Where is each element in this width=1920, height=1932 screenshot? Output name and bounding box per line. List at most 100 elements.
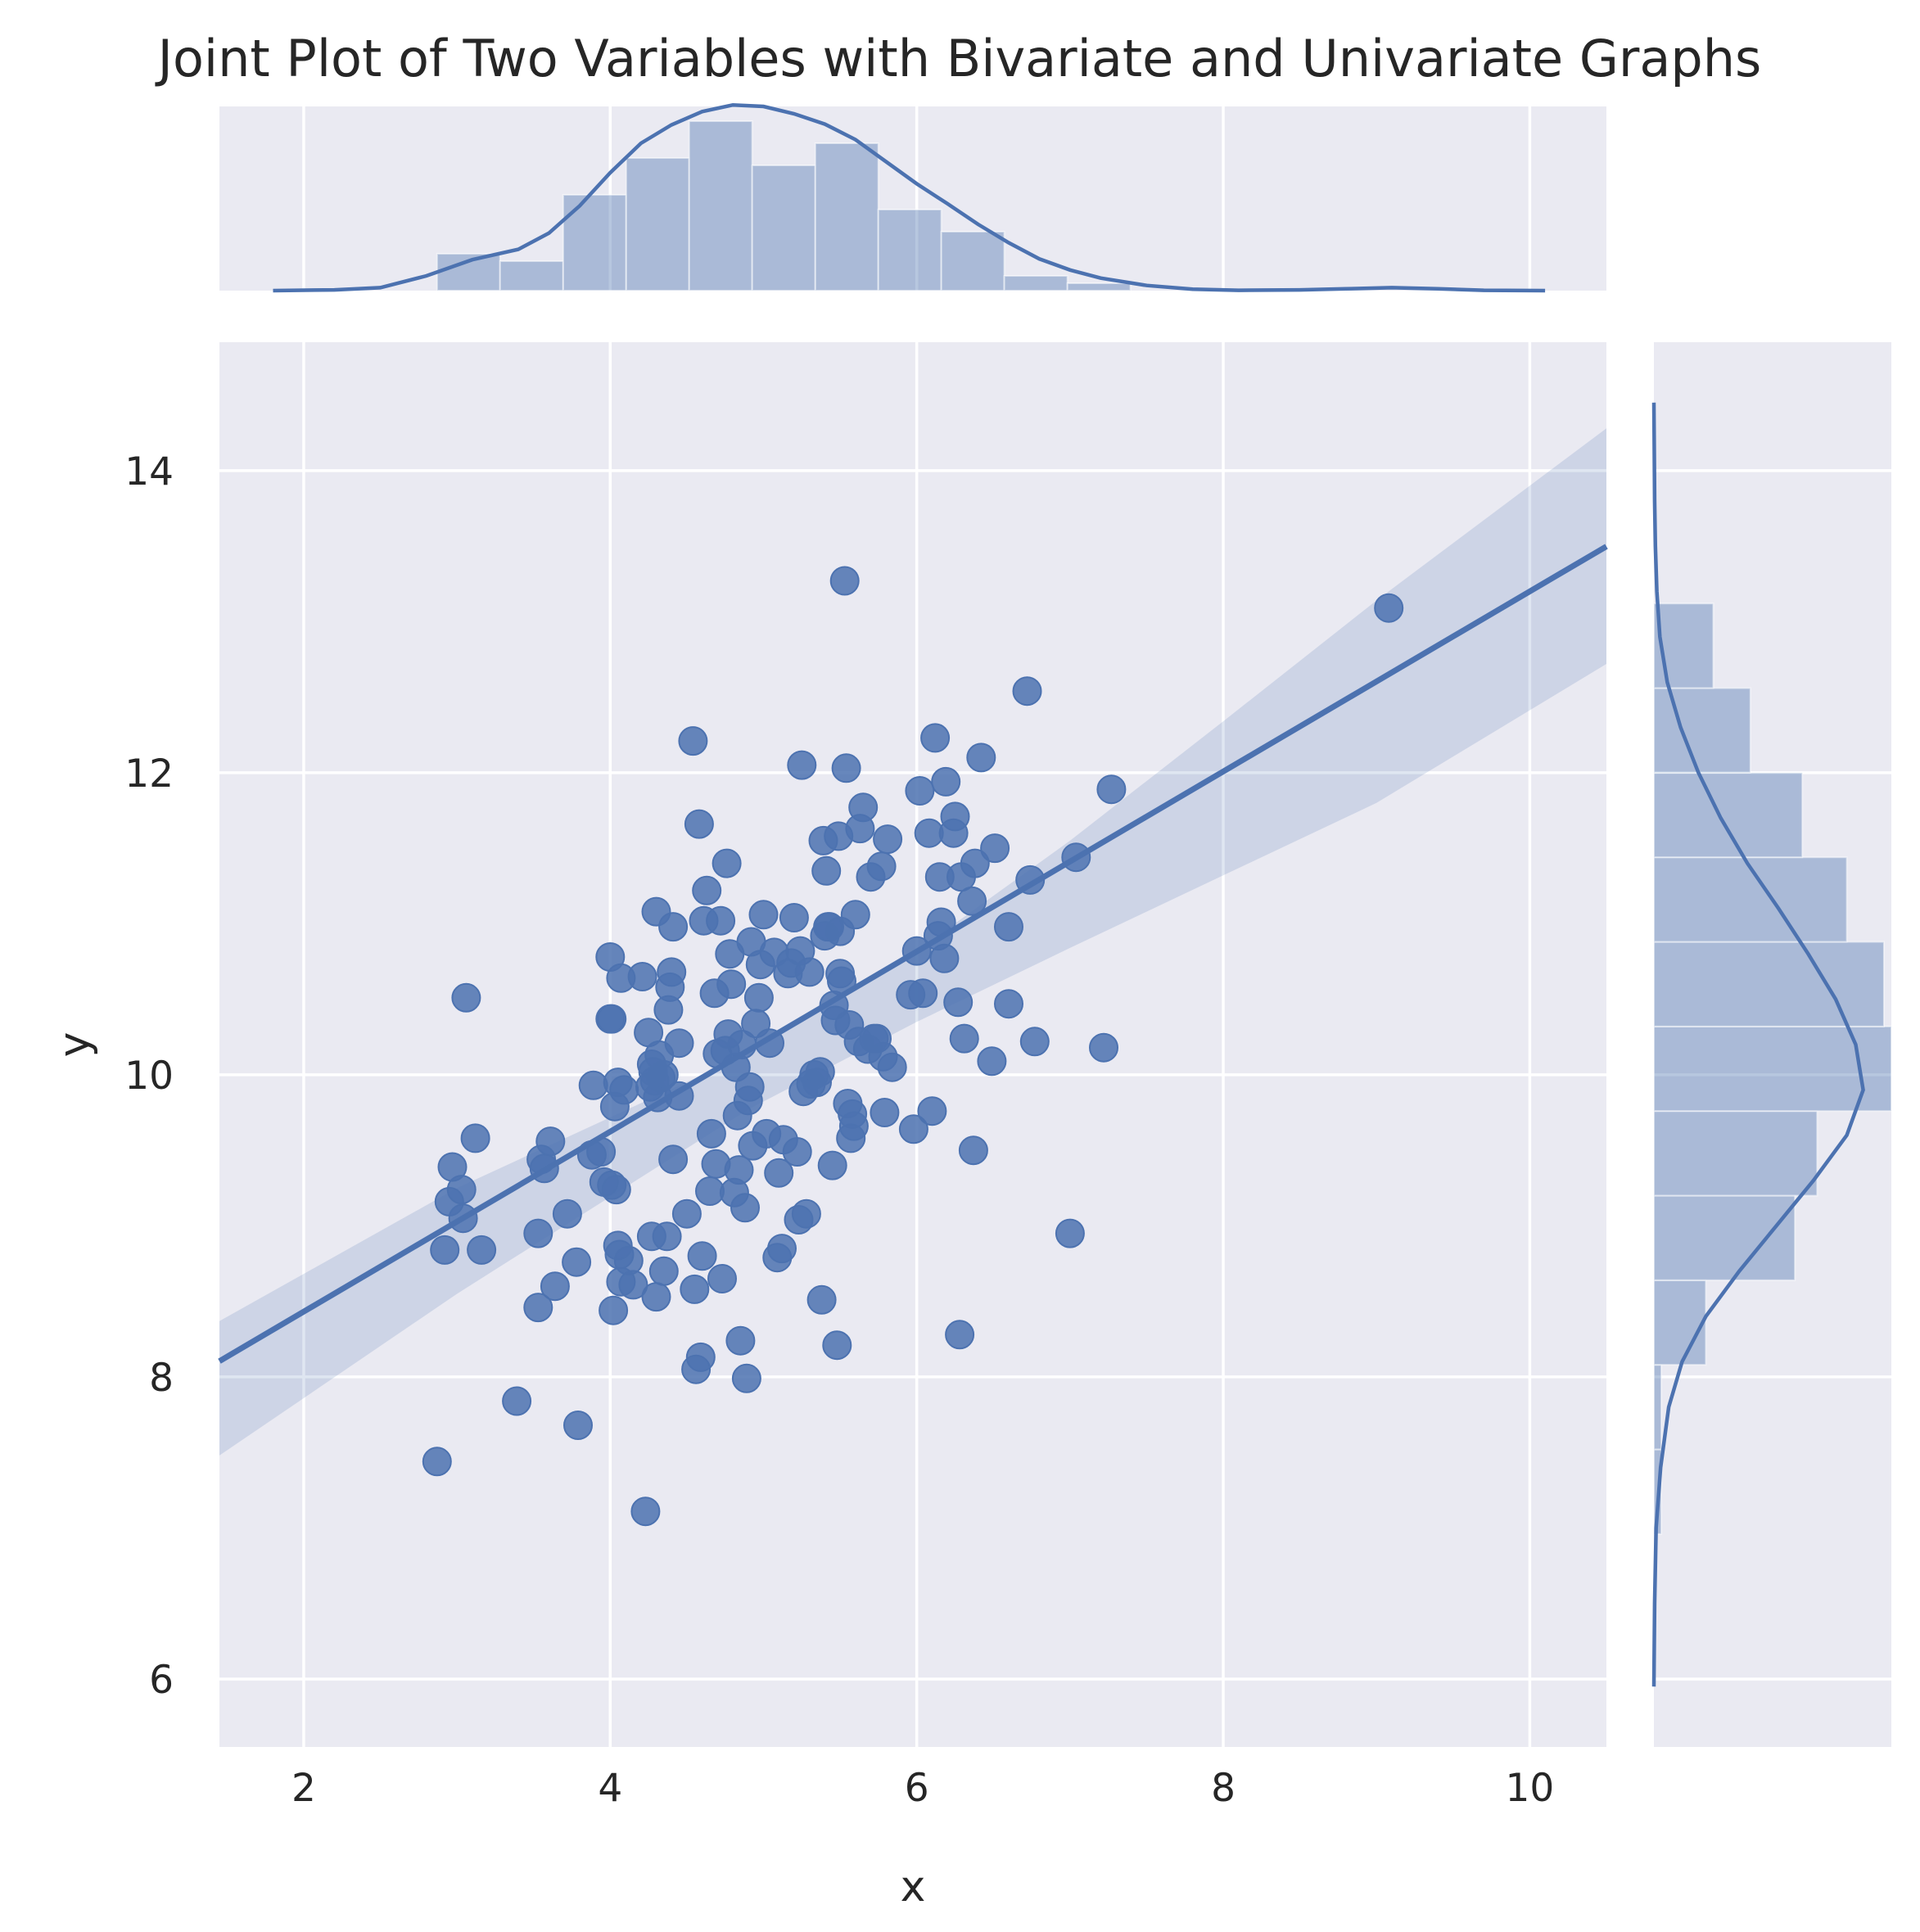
y-marginal-grid: [1654, 469, 1891, 1681]
x-histogram-bar: [499, 260, 564, 291]
y-tick-label: 8: [149, 1356, 174, 1401]
scatter-point: [734, 1072, 765, 1102]
scatter-point: [716, 969, 747, 1000]
y-tick-label: 6: [149, 1658, 174, 1703]
y-histogram-bar: [1653, 603, 1714, 689]
scatter-point: [805, 1057, 835, 1087]
y-marginal-background: [1654, 342, 1891, 1747]
x-histogram-bar: [688, 120, 753, 291]
scatter-point: [664, 1028, 694, 1059]
scatter-point: [680, 1274, 710, 1304]
scatter-point: [451, 982, 481, 1013]
scatter-point: [609, 1075, 639, 1105]
scatter-point: [1055, 1218, 1085, 1248]
scatter-point: [692, 875, 722, 905]
confidence-band: [219, 428, 1606, 1456]
scatter-point: [949, 1023, 979, 1054]
x-tick-label: 4: [598, 1766, 622, 1811]
scatter-point: [724, 1155, 754, 1185]
scatter-point: [1019, 1027, 1050, 1057]
scatter-point: [782, 1137, 812, 1167]
scatter-point: [898, 1114, 928, 1144]
scatter-point: [943, 987, 974, 1018]
x-marginal-kde-curve: [273, 102, 1546, 293]
scatter-point: [920, 723, 951, 753]
scatter-point: [618, 1270, 648, 1300]
scatter-point: [877, 1052, 907, 1082]
x-tick-labels: 2 4 6 8 10: [291, 1766, 1554, 1811]
x-marginal-grid: [302, 106, 1532, 291]
x-marginal-histogram: [436, 120, 1132, 291]
scatter-point: [787, 750, 817, 780]
y-histogram-bar: [1653, 1279, 1707, 1366]
scatter-point: [535, 1126, 566, 1157]
x-histogram-bar: [814, 142, 879, 291]
scatter-point: [966, 743, 996, 773]
regression-line: [218, 544, 1608, 1364]
scatter-point: [467, 1235, 497, 1265]
scatter-point: [599, 1295, 629, 1325]
x-histogram-bar: [940, 231, 1005, 291]
y-marginal-panel: [1651, 342, 1892, 1747]
x-tick-label: 8: [1211, 1766, 1236, 1811]
scatter-point: [658, 912, 689, 942]
scatter-point: [980, 833, 1010, 864]
scatter-point: [613, 1245, 644, 1275]
y-histogram-bar: [1653, 1025, 1892, 1113]
x-tick-label: 10: [1506, 1766, 1555, 1811]
scatter-point: [657, 957, 687, 987]
scatter-point: [794, 957, 824, 987]
scatter-point: [848, 792, 879, 823]
x-histogram-bar: [625, 157, 690, 291]
scatter-point: [905, 776, 935, 806]
main-plot-background: [219, 342, 1606, 1747]
x-histogram-bar: [1066, 282, 1132, 291]
x-histogram-bar: [877, 209, 942, 291]
scatter-point: [460, 1123, 490, 1153]
scatter-point: [929, 943, 960, 973]
scatter-point: [806, 1284, 837, 1315]
scatter-point: [648, 1059, 679, 1090]
y-histogram-bar: [1653, 1110, 1818, 1197]
x-histogram-bar: [562, 194, 627, 291]
scatter-point: [648, 1256, 679, 1286]
x-histogram-bar: [1003, 275, 1068, 291]
scatter-point: [671, 1198, 702, 1229]
main-panel: [218, 342, 1608, 1747]
scatter-point: [678, 726, 708, 756]
scatter-point: [838, 1111, 869, 1141]
scatter-point: [764, 1158, 794, 1188]
scatter-point: [817, 1150, 847, 1180]
scatter-point: [540, 1271, 570, 1302]
scatter-point: [562, 1247, 592, 1277]
scatter-point: [731, 1363, 761, 1393]
y-histogram-bar: [1653, 687, 1751, 774]
scatter-point: [422, 1447, 452, 1477]
scatter-point: [730, 1193, 760, 1223]
scatter-point: [685, 1342, 716, 1372]
scatter-point: [630, 1496, 661, 1527]
scatter-point: [578, 1070, 608, 1100]
main-grid: [219, 342, 1606, 1747]
y-tick-label: 12: [124, 752, 174, 797]
x-marginal-background: [219, 106, 1606, 291]
y-histogram-bar: [1653, 941, 1885, 1027]
scatter-point: [870, 1098, 900, 1127]
scatter-point: [652, 1221, 682, 1252]
scatter-point: [523, 1293, 553, 1323]
scatter-point: [601, 1175, 631, 1205]
y-tick-label: 10: [124, 1054, 174, 1099]
scatter-point: [684, 809, 714, 839]
scatter-point: [748, 900, 779, 930]
scatter-point: [767, 1234, 797, 1264]
scatter-point: [712, 848, 742, 878]
x-marginal-panel: [219, 102, 1606, 293]
scatter-point: [430, 1235, 460, 1265]
scatter-point: [791, 1198, 821, 1229]
y-axis-label: y: [50, 1032, 99, 1058]
scatter-point: [627, 962, 657, 991]
scatter-point: [873, 824, 903, 855]
scatter-point: [945, 1320, 975, 1350]
scatter-point: [687, 1241, 717, 1271]
